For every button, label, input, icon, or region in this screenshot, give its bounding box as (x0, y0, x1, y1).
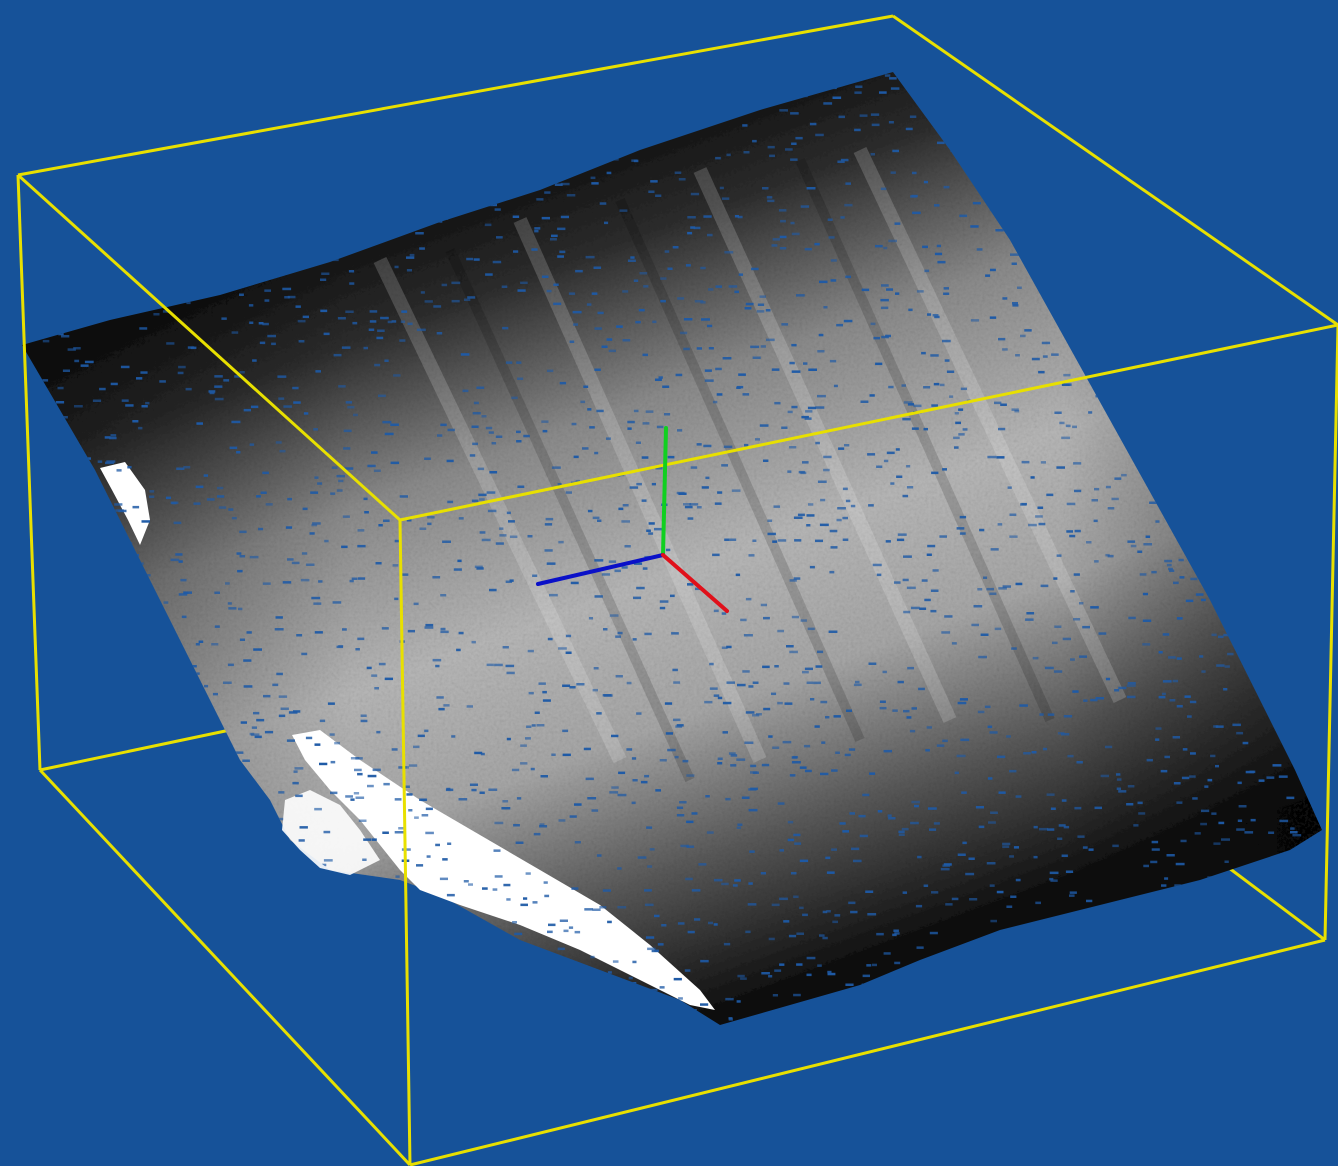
z-axis (536, 553, 665, 586)
axes-gizmo[interactable] (536, 426, 729, 613)
saturated-region (100, 462, 150, 545)
saturated-region (282, 790, 380, 875)
x-axis (661, 553, 729, 613)
bounding-box-back (17, 14, 1338, 942)
bounding-box-front (16, 173, 1338, 1166)
y-axis (661, 426, 668, 557)
